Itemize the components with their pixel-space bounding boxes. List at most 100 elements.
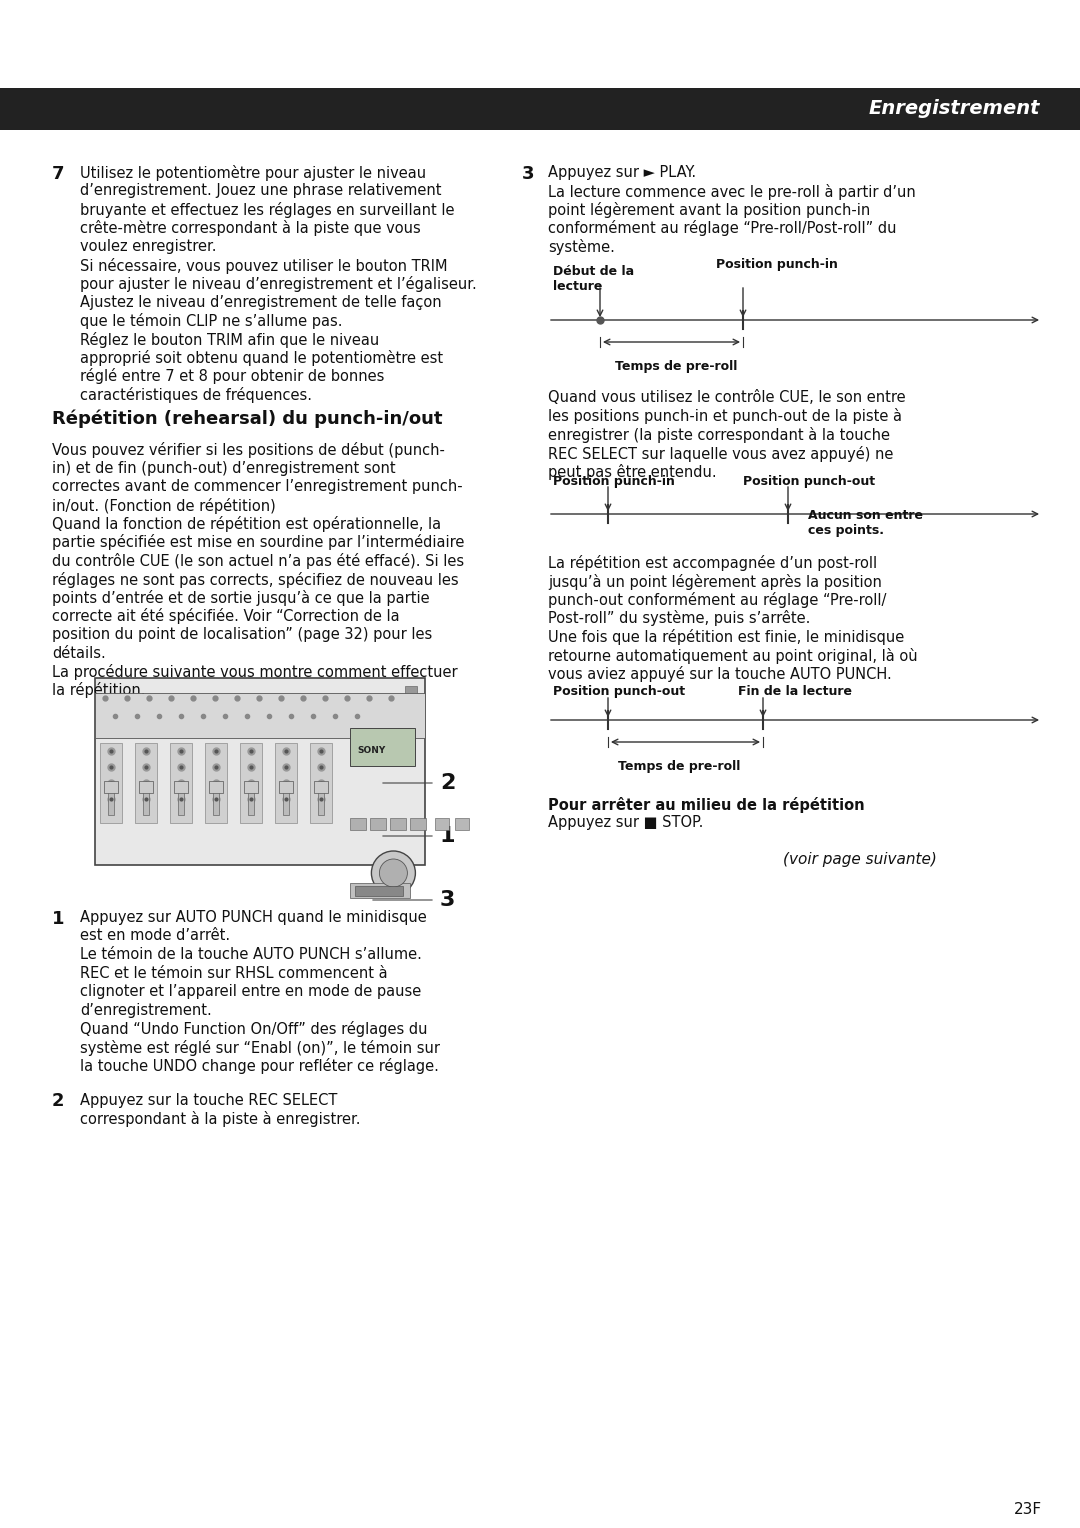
Text: Appuyez sur ■ STOP.: Appuyez sur ■ STOP.: [548, 816, 703, 831]
Bar: [244, 781, 258, 793]
Bar: [95, 694, 426, 738]
Text: La répétition est accompagnée d’un post-roll: La répétition est accompagnée d’un post-…: [548, 555, 877, 571]
Text: est en mode d’arrêt.: est en mode d’arrêt.: [80, 929, 230, 943]
Text: Quand vous utilisez le contrôle CUE, le son entre: Quand vous utilisez le contrôle CUE, le …: [548, 390, 906, 405]
Text: Appuyez sur AUTO PUNCH quand le minidisque: Appuyez sur AUTO PUNCH quand le minidisq…: [80, 911, 427, 924]
Text: in) et de fin (punch-out) d’enregistrement sont: in) et de fin (punch-out) d’enregistreme…: [52, 460, 395, 475]
Text: les positions punch-in et punch-out de la piste à: les positions punch-in et punch-out de l…: [548, 408, 902, 425]
Text: Fin de la lecture: Fin de la lecture: [738, 685, 852, 698]
Bar: [279, 781, 293, 793]
Bar: [355, 886, 403, 895]
Bar: [310, 743, 332, 824]
Bar: [350, 883, 410, 898]
Text: point légèrement avant la position punch-in: point légèrement avant la position punch…: [548, 202, 870, 219]
Bar: [248, 790, 254, 814]
Text: que le témoin CLIP ne s’allume pas.: que le témoin CLIP ne s’allume pas.: [80, 313, 342, 329]
Text: 3: 3: [440, 889, 456, 911]
Text: Aucun son entre
ces points.: Aucun son entre ces points.: [808, 509, 923, 536]
Text: Position punch-in: Position punch-in: [716, 258, 838, 270]
Bar: [455, 817, 469, 830]
Text: 23F: 23F: [1014, 1502, 1042, 1517]
Text: clignoter et l’appareil entre en mode de pause: clignoter et l’appareil entre en mode de…: [80, 984, 421, 999]
Text: la répétition.: la répétition.: [52, 683, 146, 698]
Text: réglages ne sont pas corrects, spécifiez de nouveau les: réglages ne sont pas corrects, spécifiez…: [52, 571, 459, 587]
Text: Post-roll” du système, puis s’arrête.: Post-roll” du système, puis s’arrête.: [548, 611, 810, 626]
Bar: [283, 790, 289, 814]
Text: Vous pouvez vérifier si les positions de début (punch-: Vous pouvez vérifier si les positions de…: [52, 442, 445, 458]
Text: partie spécifiée est mise en sourdine par l’intermédiaire: partie spécifiée est mise en sourdine pa…: [52, 535, 464, 550]
Text: Position punch-out: Position punch-out: [743, 475, 875, 487]
Text: réglé entre 7 et 8 pour obtenir de bonnes: réglé entre 7 et 8 pour obtenir de bonne…: [80, 368, 384, 385]
Text: REC SELECT sur laquelle vous avez appuyé) ne: REC SELECT sur laquelle vous avez appuyé…: [548, 446, 893, 461]
Text: 1: 1: [440, 827, 456, 847]
Text: SONY: SONY: [356, 746, 386, 755]
Text: Enregistrement: Enregistrement: [868, 99, 1040, 119]
Text: Position punch-out: Position punch-out: [553, 685, 685, 698]
Text: d’enregistrement. Jouez une phrase relativement: d’enregistrement. Jouez une phrase relat…: [80, 183, 442, 199]
Text: du contrôle CUE (le son actuel n’a pas été effacé). Si les: du contrôle CUE (le son actuel n’a pas é…: [52, 553, 464, 568]
Text: caractéristiques de fréquences.: caractéristiques de fréquences.: [80, 387, 312, 403]
Text: Une fois que la répétition est finie, le minidisque: Une fois que la répétition est finie, le…: [548, 630, 904, 645]
Text: approprié soit obtenu quand le potentiomètre est: approprié soit obtenu quand le potentiom…: [80, 350, 443, 367]
Text: 2: 2: [440, 773, 456, 793]
Text: d’enregistrement.: d’enregistrement.: [80, 1002, 212, 1018]
Bar: [104, 781, 118, 793]
Circle shape: [372, 851, 416, 895]
Bar: [0, 89, 1080, 130]
Bar: [174, 781, 188, 793]
Text: Temps de pre-roll: Temps de pre-roll: [615, 361, 738, 373]
Bar: [318, 790, 324, 814]
Text: bruyante et effectuez les réglages en surveillant le: bruyante et effectuez les réglages en su…: [80, 202, 455, 219]
Text: 2: 2: [52, 1093, 65, 1111]
Text: vous aviez appuyé sur la touche AUTO PUNCH.: vous aviez appuyé sur la touche AUTO PUN…: [548, 666, 892, 681]
Text: (voir page suivante): (voir page suivante): [783, 853, 937, 866]
Text: Quand “Undo Function On/Off” des réglages du: Quand “Undo Function On/Off” des réglage…: [80, 1021, 428, 1038]
Text: Si nécessaire, vous pouvez utiliser le bouton TRIM: Si nécessaire, vous pouvez utiliser le b…: [80, 258, 447, 274]
Text: conformément au réglage “Pre-roll/Post-roll” du: conformément au réglage “Pre-roll/Post-r…: [548, 220, 896, 237]
Text: retourne automatiquement au point original, là où: retourne automatiquement au point origin…: [548, 648, 918, 663]
Text: Utilisez le potentiomètre pour ajuster le niveau: Utilisez le potentiomètre pour ajuster l…: [80, 165, 427, 180]
Bar: [405, 686, 417, 694]
Text: correcte ait été spécifiée. Voir “Correction de la: correcte ait été spécifiée. Voir “Correc…: [52, 608, 400, 625]
Text: détails.: détails.: [52, 645, 106, 660]
Bar: [314, 781, 328, 793]
Text: Position punch-in: Position punch-in: [553, 475, 675, 487]
Bar: [240, 743, 262, 824]
Bar: [350, 817, 366, 830]
Text: La lecture commence avec le pre-roll à partir d’un: La lecture commence avec le pre-roll à p…: [548, 183, 916, 200]
Bar: [275, 743, 297, 824]
Text: punch-out conformément au réglage “Pre-roll/: punch-out conformément au réglage “Pre-r…: [548, 591, 887, 608]
Bar: [435, 817, 449, 830]
Circle shape: [379, 859, 407, 886]
Bar: [108, 790, 114, 814]
Bar: [100, 743, 122, 824]
Text: jusqu’à un point légèrement après la position: jusqu’à un point légèrement après la pos…: [548, 573, 882, 590]
Text: points d’entrée et de sortie jusqu’à ce que la partie: points d’entrée et de sortie jusqu’à ce …: [52, 590, 430, 607]
Text: 1: 1: [52, 911, 65, 927]
Text: in/out. (Fonction de répétition): in/out. (Fonction de répétition): [52, 498, 275, 513]
Text: REC et le témoin sur RHSL commencent à: REC et le témoin sur RHSL commencent à: [80, 966, 388, 981]
Text: 7: 7: [52, 165, 65, 183]
Text: Temps de pre-roll: Temps de pre-roll: [618, 759, 741, 773]
Text: Pour arrêter au milieu de la répétition: Pour arrêter au milieu de la répétition: [548, 798, 865, 813]
Text: Appuyez sur ► PLAY.: Appuyez sur ► PLAY.: [548, 165, 697, 180]
Text: système.: système.: [548, 238, 615, 255]
Text: La procédure suivante vous montre comment effectuer: La procédure suivante vous montre commen…: [52, 665, 458, 680]
Text: la touche UNDO change pour refléter ce réglage.: la touche UNDO change pour refléter ce r…: [80, 1057, 438, 1074]
Bar: [205, 743, 227, 824]
Text: Appuyez sur la touche REC SELECT: Appuyez sur la touche REC SELECT: [80, 1093, 337, 1108]
Text: Quand la fonction de répétition est opérationnelle, la: Quand la fonction de répétition est opér…: [52, 516, 441, 532]
Text: Début de la
lecture: Début de la lecture: [553, 264, 634, 293]
Text: pour ajuster le niveau d’enregistrement et l’égaliseur.: pour ajuster le niveau d’enregistrement …: [80, 277, 476, 292]
Bar: [170, 743, 192, 824]
Bar: [178, 790, 184, 814]
Bar: [143, 790, 149, 814]
Text: Réglez le bouton TRIM afin que le niveau: Réglez le bouton TRIM afin que le niveau: [80, 332, 379, 347]
Text: Le témoin de la touche AUTO PUNCH s’allume.: Le témoin de la touche AUTO PUNCH s’allu…: [80, 947, 422, 963]
Bar: [350, 727, 415, 766]
Bar: [210, 781, 222, 793]
Bar: [139, 781, 153, 793]
Bar: [135, 743, 157, 824]
Text: 3: 3: [522, 165, 535, 183]
Text: correspondant à la piste à enregistrer.: correspondant à la piste à enregistrer.: [80, 1111, 361, 1128]
